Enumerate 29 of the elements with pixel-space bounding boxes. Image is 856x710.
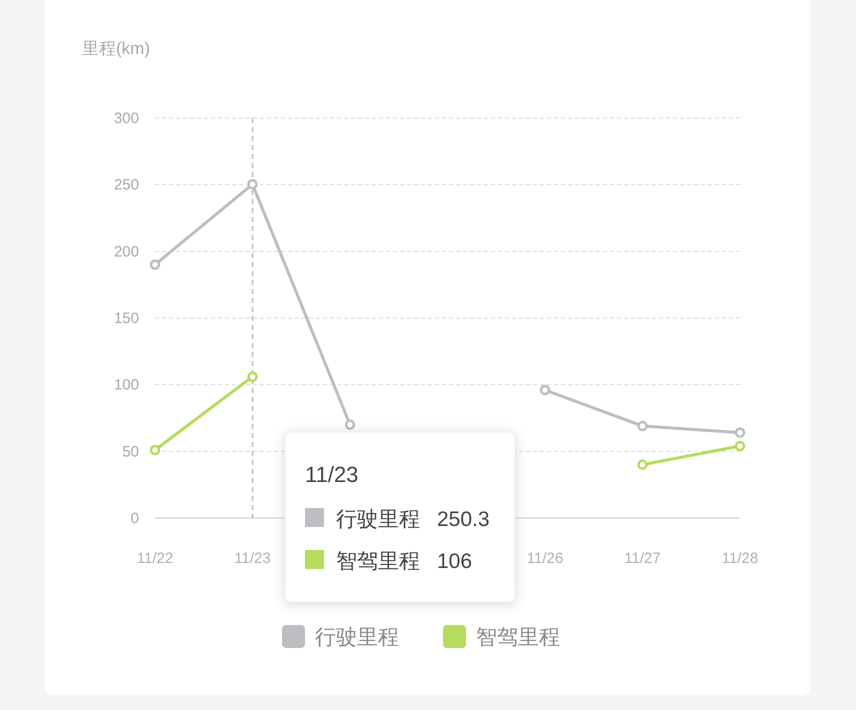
point	[734, 427, 746, 438]
x-tick-label: 11/26	[526, 550, 564, 567]
y-tick-label: 100	[114, 376, 139, 394]
y-tick-label: 250	[114, 176, 139, 194]
y-tick-label: 50	[122, 443, 139, 460]
y-tick-label: 300	[114, 110, 139, 127]
legend-label: 行驶里程	[315, 626, 399, 649]
y-axis-title: 里程(km)	[82, 39, 150, 58]
annotation: 11/23	[305, 462, 358, 487]
point	[150, 259, 160, 270]
x-tick-label: 11/22	[136, 550, 174, 567]
point	[247, 179, 258, 190]
point	[150, 444, 160, 456]
legend-label: 智驾里程	[476, 626, 560, 649]
x-tick-label: 11/28	[722, 550, 758, 567]
tooltip: 11/23 行驶里程 250.3 智驾里程 106	[284, 432, 516, 602]
point	[734, 440, 746, 452]
x-tick-label: 11/23	[234, 550, 271, 567]
point	[637, 459, 648, 470]
point	[540, 384, 550, 396]
annotation: 250.3	[437, 508, 490, 531]
y-tick-label: 0	[130, 510, 139, 527]
y-tick-label: 200	[114, 243, 139, 260]
annotation: 行驶里程	[336, 508, 420, 531]
x-tick-label: 11/27	[624, 550, 661, 567]
y-tick-label: 150	[114, 310, 139, 327]
point	[344, 419, 356, 430]
point	[637, 420, 648, 432]
point	[247, 371, 258, 382]
